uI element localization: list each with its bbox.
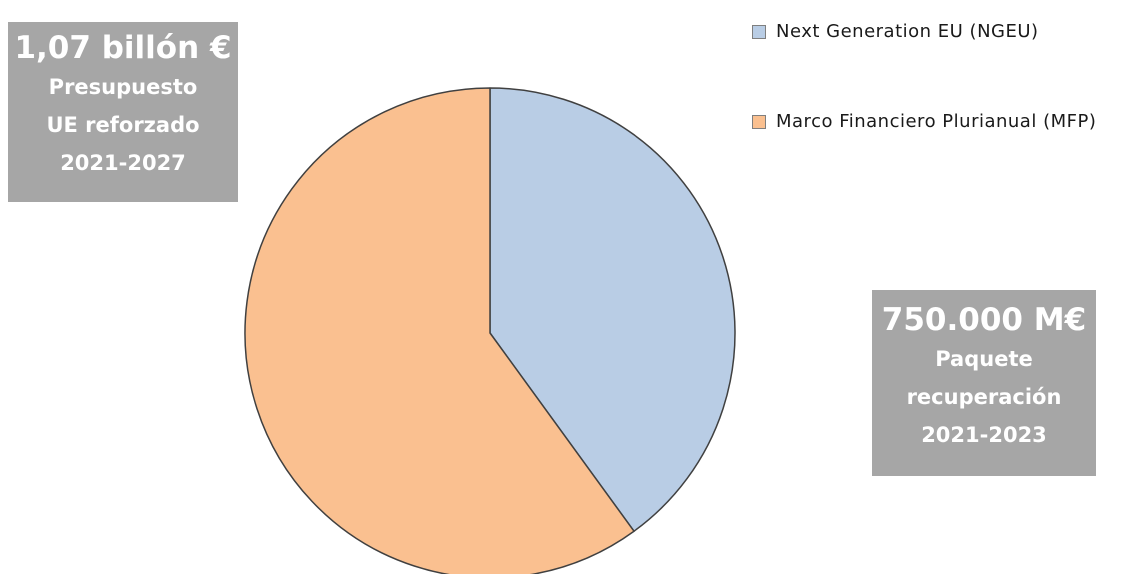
legend-swatch-mfp xyxy=(752,115,766,129)
chart-legend: Next Generation EU (NGEU) Marco Financie… xyxy=(752,18,1122,136)
recovery-amount: 750.000 M€ xyxy=(881,302,1087,338)
recovery-package-callout: 750.000 M€ Paquete recuperación 2021-202… xyxy=(872,290,1096,476)
recovery-line-3: 2021-2023 xyxy=(921,423,1047,447)
pie-slice-mfp xyxy=(244,87,635,574)
legend-swatch-ngeu xyxy=(752,25,766,39)
legend-label-ngeu: Next Generation EU (NGEU) xyxy=(776,21,1039,42)
recovery-line-1: Paquete xyxy=(935,347,1033,371)
pie-slice-ngeu xyxy=(489,87,736,532)
budget-line-2: UE reforzado xyxy=(46,113,200,137)
legend-item-mfp: Marco Financiero Plurianual (MFP) xyxy=(752,108,1122,136)
recovery-line-2: recuperación xyxy=(906,385,1062,409)
budget-line-1: Presupuesto xyxy=(48,75,198,99)
budget-amount: 1,07 billón € xyxy=(14,30,232,66)
budget-callout: 1,07 billón € Presupuesto UE reforzado 2… xyxy=(8,22,238,202)
budget-line-3: 2021-2027 xyxy=(60,151,186,175)
legend-item-ngeu: Next Generation EU (NGEU) xyxy=(752,18,1122,46)
legend-label-mfp: Marco Financiero Plurianual (MFP) xyxy=(776,111,1097,132)
